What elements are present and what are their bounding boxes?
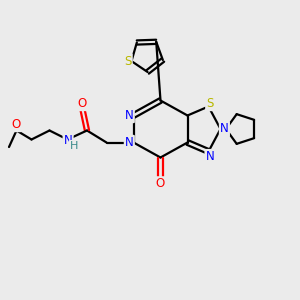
- Text: N: N: [125, 109, 134, 122]
- Text: S: S: [206, 97, 214, 110]
- Text: N: N: [206, 150, 214, 163]
- Text: S: S: [124, 55, 132, 68]
- Text: O: O: [77, 97, 86, 110]
- Text: N: N: [125, 136, 134, 149]
- Text: N: N: [220, 122, 229, 136]
- Text: H: H: [70, 141, 78, 151]
- Text: O: O: [11, 118, 20, 131]
- Text: O: O: [156, 177, 165, 190]
- Text: N: N: [64, 134, 73, 147]
